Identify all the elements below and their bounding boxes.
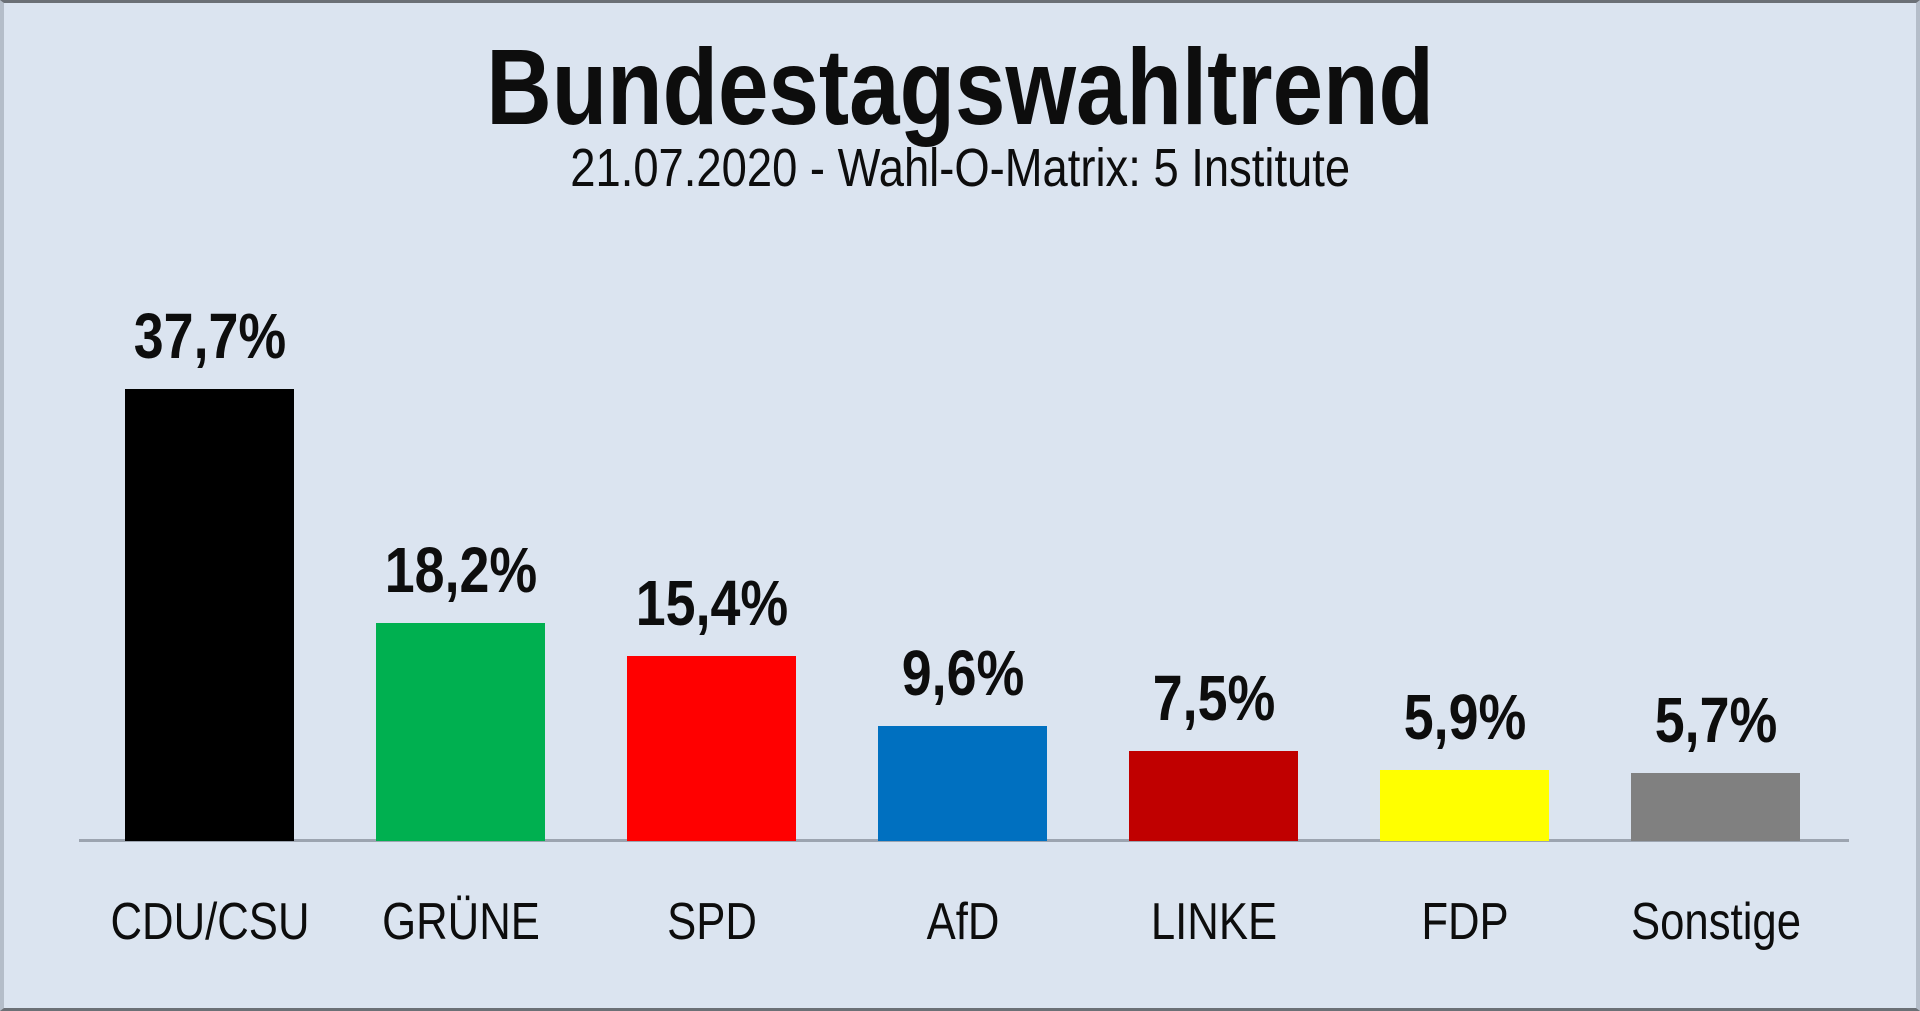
category-label-afd: AfD: [926, 893, 999, 951]
bar-afd: [878, 726, 1047, 841]
value-label-afd: 9,6%: [901, 637, 1024, 709]
chart-subtitle: 21.07.2020 - Wahl-O-Matrix: 5 Institute: [4, 141, 1916, 195]
category-label-cdu-csu: CDU/CSU: [109, 893, 310, 951]
chart-title-text: Bundestagswahltrend: [486, 26, 1434, 147]
bar-linke: [1129, 751, 1298, 841]
bar-gruene: [376, 623, 545, 841]
value-label-linke: 7,5%: [1152, 662, 1275, 734]
bar-sonstige: [1631, 773, 1800, 841]
value-label-gruene: 18,2%: [384, 534, 537, 606]
category-label-fdp: FDP: [1420, 893, 1509, 951]
category-label-gruene: GRÜNE: [381, 893, 540, 951]
category-label-linke: LINKE: [1150, 893, 1277, 951]
category-label-spd: SPD: [666, 893, 757, 951]
value-label-sonstige: 5,7%: [1654, 684, 1777, 756]
chart-subtitle-text: 21.07.2020 - Wahl-O-Matrix: 5 Institute: [570, 138, 1350, 198]
value-label-cdu-csu: 37,7%: [133, 300, 286, 372]
value-label-fdp: 5,9%: [1403, 681, 1526, 753]
bar-cdu-csu: [125, 389, 294, 841]
bar-fdp: [1380, 770, 1549, 841]
category-label-sonstige: Sonstige: [1630, 893, 1801, 951]
chart-title: Bundestagswahltrend: [4, 33, 1916, 141]
bar-spd: [627, 656, 796, 841]
value-label-spd: 15,4%: [635, 567, 788, 639]
